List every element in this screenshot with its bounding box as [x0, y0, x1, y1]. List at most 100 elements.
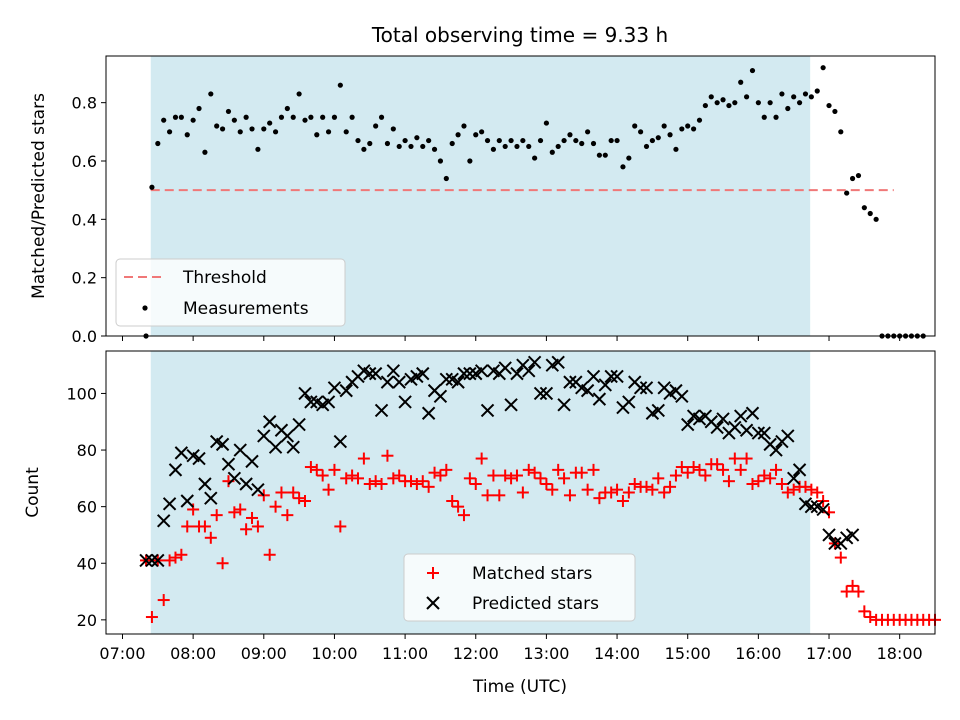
measurement-point [532, 155, 538, 161]
matched-star-point [563, 489, 576, 502]
measurement-point [184, 132, 190, 138]
measurement-point [443, 175, 449, 182]
measurement-point [679, 126, 685, 132]
predicted-star-point [586, 369, 601, 384]
matched-star-point [640, 480, 653, 493]
measurement-point [296, 91, 302, 97]
matched-star-point [440, 463, 453, 476]
matched-star-point [516, 486, 529, 499]
measurement-point [166, 129, 173, 135]
x-tick-label: 12:00 [453, 644, 499, 663]
matched-star-point [552, 463, 565, 476]
measurement-point [231, 117, 237, 123]
measurement-point [773, 114, 779, 120]
predicted-star-point [392, 375, 406, 389]
predicted-star-point [374, 403, 389, 418]
x-tick-label: 07:00 [99, 644, 145, 663]
matched-star-point [463, 472, 476, 485]
measurement-point [655, 135, 661, 141]
x-axis-label: Time (UTC) [472, 677, 567, 697]
matched-star-point [275, 486, 288, 499]
measurement-point [455, 132, 461, 138]
measurement-point [308, 114, 314, 120]
chart-title: Total observing time = 9.33 h [371, 23, 668, 47]
bottom-x-ticks: 07:00 08:00 09:00 10:00 11:00 12:00 13:00 14:00… [99, 634, 923, 663]
matched-star-point [163, 554, 176, 567]
matched-star-point [240, 523, 253, 536]
predicted-star-point [333, 434, 348, 449]
measurement-point [484, 137, 491, 144]
matched-star-point [781, 486, 794, 499]
predicted-star-point [168, 463, 183, 477]
matched-star-point [304, 461, 317, 474]
matched-star-point [499, 469, 512, 482]
measurement-point [761, 114, 767, 120]
predicted-star-point [592, 392, 607, 406]
measurement-point [461, 123, 467, 129]
matched-star-point [664, 480, 677, 493]
measurement-point [755, 100, 761, 106]
x-tick-label: 17:00 [806, 644, 852, 663]
predicted-star-point [751, 426, 766, 440]
measurement-point [614, 137, 620, 144]
measurement-point [172, 114, 179, 120]
measurement-point [691, 126, 697, 132]
matched-star-point [246, 511, 259, 524]
bottom-y-tick-label: 60 [77, 498, 97, 517]
predicted-star-point [781, 429, 795, 443]
matched-star-point [587, 463, 600, 476]
measurement-point [196, 105, 202, 112]
predicted-star-point [675, 389, 689, 403]
measurement-point [190, 117, 196, 123]
matched-star-point [540, 478, 553, 491]
x-tick-label: 15:00 [665, 644, 711, 663]
legend-predicted-swatch [426, 596, 440, 610]
bottom-y-ticks: 20 40 60 80 100 [66, 384, 106, 630]
predicted-star-point [221, 457, 236, 471]
x-tick-label: 10:00 [311, 644, 357, 663]
measurement-point [808, 94, 814, 100]
measurement-point [396, 143, 402, 150]
predicted-star-point [786, 471, 801, 486]
measurement-point [420, 143, 426, 150]
predicted-star-point [681, 417, 695, 432]
measurement-point [620, 164, 626, 170]
measurement-point [702, 102, 708, 109]
predicted-star-point [162, 497, 177, 511]
matched-star-point [263, 548, 276, 561]
matched-star-point [363, 478, 376, 491]
measurement-point [496, 137, 502, 144]
predicted-star-point [563, 375, 577, 389]
measurement-point [473, 132, 479, 138]
measurement-point [202, 149, 208, 155]
predicted-star-point [463, 366, 477, 381]
measurement-point [261, 126, 267, 132]
measurement-point [237, 129, 243, 135]
matched-star-point [487, 469, 500, 482]
legend-predicted-label: Predicted stars [472, 594, 599, 614]
matched-star-point [693, 463, 706, 476]
bottom-y-tick-label: 80 [77, 441, 97, 460]
matched-star-point [522, 463, 535, 476]
predicted-star-point [622, 395, 636, 409]
predicted-star-point [268, 440, 283, 454]
matched-star-point [799, 480, 812, 493]
measurement-point [314, 132, 320, 138]
matched-star-point [299, 494, 312, 507]
matched-star-point [269, 500, 282, 513]
matched-star-point [369, 475, 382, 488]
predicted-star-point [215, 437, 230, 452]
measurement-point [178, 114, 184, 120]
predicted-star-point [439, 372, 454, 387]
measurement-point [549, 149, 555, 155]
matched-star-point [228, 506, 241, 519]
measurement-point [738, 79, 744, 85]
measurement-point [390, 126, 396, 132]
top-y-ticks: 0.0 0.2 0.4 0.6 0.8 [72, 94, 106, 346]
measurement-point [585, 129, 591, 135]
matched-star-point [787, 483, 800, 496]
matched-star-point [428, 466, 441, 479]
measurement-point [361, 146, 367, 152]
x-tick-label: 18:00 [877, 644, 923, 663]
predicted-star-point [145, 553, 159, 568]
